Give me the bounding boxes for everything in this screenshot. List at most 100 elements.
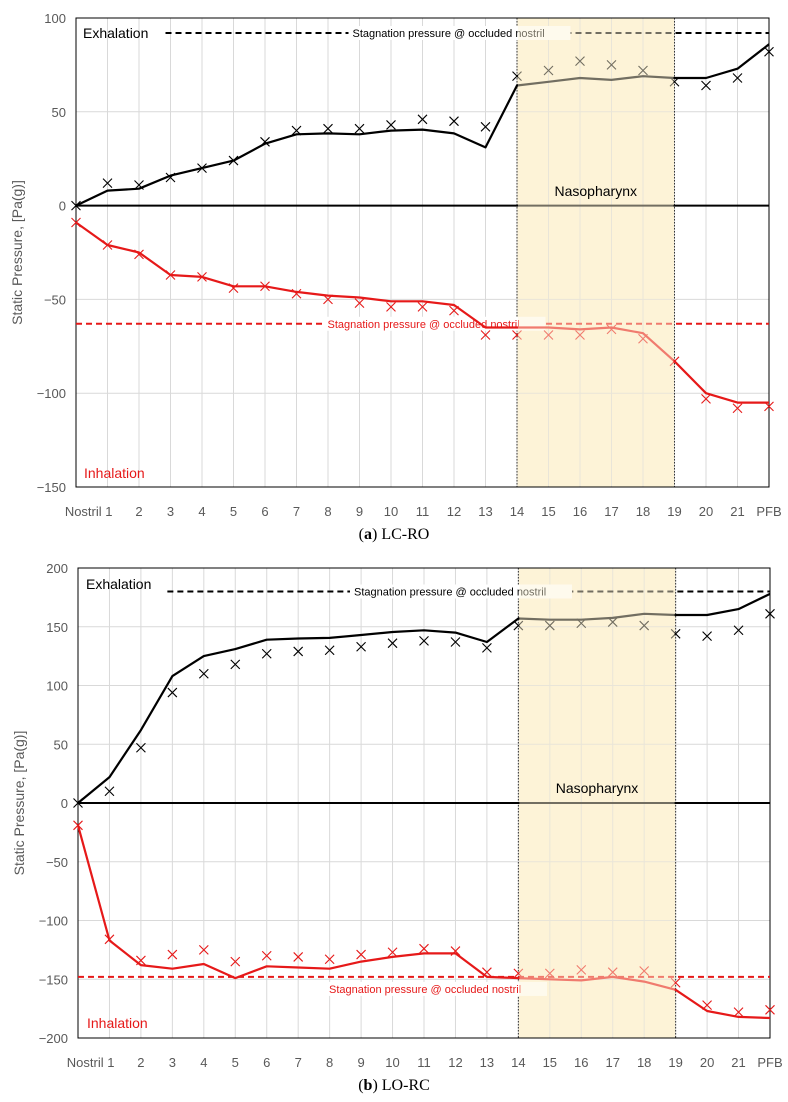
x-tick-label: 11	[417, 1055, 431, 1070]
data-point-inhalation	[291, 288, 302, 299]
data-point-inhalation	[165, 270, 176, 280]
data-point-exhalation	[513, 620, 524, 631]
data-point-exhalation	[670, 628, 681, 639]
y-tick-label: 0	[61, 796, 68, 811]
x-tick-label: PFB	[757, 1055, 782, 1070]
data-point-exhalation	[607, 617, 618, 627]
data-point-inhalation	[419, 943, 429, 954]
data-point-inhalation	[134, 249, 144, 260]
y-axis-label: Static Pressure, [Pa(g)]	[9, 180, 25, 325]
data-point-exhalation	[293, 646, 304, 657]
data-point-inhalation	[386, 302, 396, 312]
inhalation-annotation: Inhalation	[84, 465, 145, 481]
x-tick-label: 7	[295, 1055, 302, 1070]
data-point-exhalation	[702, 631, 712, 642]
data-point-inhalation	[198, 944, 209, 955]
x-tick-label: 11	[416, 504, 430, 519]
data-point-inhalation	[764, 401, 774, 412]
data-point-exhalation	[576, 618, 587, 629]
data-point-exhalation	[136, 742, 146, 753]
stagnation-label-inhalation: Stagnation pressure @ occluded nostril	[329, 984, 521, 996]
data-point-inhalation	[701, 393, 711, 404]
x-tick-label: 8	[326, 1055, 333, 1070]
data-point-inhalation	[765, 1004, 775, 1015]
x-tick-label: 13	[480, 1055, 494, 1070]
data-point-exhalation	[449, 116, 459, 127]
x-tick-label: 4	[198, 504, 205, 519]
data-point-inhalation	[260, 281, 270, 292]
data-point-exhalation	[165, 172, 176, 183]
series-line-exhalation	[75, 43, 770, 207]
x-tick-label: 10	[385, 1055, 399, 1070]
data-point-exhalation	[228, 155, 239, 166]
data-point-exhalation	[230, 659, 241, 670]
data-point-exhalation	[197, 163, 207, 173]
panel-caption: (b) LO-RC	[358, 1077, 430, 1094]
data-point-exhalation	[543, 65, 554, 76]
data-point-exhalation	[291, 125, 302, 136]
x-tick-label: 20	[699, 504, 713, 519]
x-tick-label: 18	[636, 504, 650, 519]
x-tick-label: 16	[573, 504, 587, 519]
data-point-inhalation	[417, 302, 428, 312]
x-tick-label: 15	[541, 504, 555, 519]
y-tick-label: 0	[59, 199, 66, 214]
data-point-inhalation	[606, 324, 617, 335]
data-point-inhalation	[136, 955, 146, 966]
x-tick-label: 6	[261, 504, 268, 519]
data-point-exhalation	[167, 687, 178, 698]
x-tick-label: 2	[135, 504, 142, 519]
data-point-inhalation	[450, 946, 461, 956]
x-tick-label: 4	[200, 1055, 207, 1070]
nasopharynx-band	[517, 18, 675, 487]
data-point-exhalation	[261, 648, 272, 659]
inhalation-annotation: Inhalation	[87, 1015, 148, 1031]
data-point-exhalation	[732, 73, 743, 83]
data-point-inhalation	[197, 271, 207, 282]
data-point-inhalation	[293, 952, 304, 962]
y-tick-label: −50	[44, 292, 66, 307]
x-tick-label: 7	[293, 504, 300, 519]
stagnation-label-inhalation: Stagnation pressure @ occluded nostril	[328, 319, 520, 331]
data-point-inhalation	[669, 356, 680, 367]
chart-a: Stagnation pressure @ occluded nostril St…	[9, 11, 782, 543]
x-tick-label: 9	[356, 504, 363, 519]
data-point-exhalation	[512, 71, 522, 82]
data-point-exhalation	[606, 60, 617, 70]
data-point-inhalation	[732, 403, 743, 414]
data-point-exhalation	[356, 641, 366, 652]
caption-text: LC-RO	[381, 526, 429, 543]
x-tick-label: 5	[232, 1055, 239, 1070]
x-tick-label: Nostril 1	[65, 504, 113, 519]
data-point-inhalation	[575, 330, 585, 340]
data-point-exhalation	[323, 123, 333, 134]
data-point-exhalation	[386, 120, 396, 130]
x-tick-label: Nostril 1	[67, 1055, 115, 1070]
data-point-exhalation	[419, 635, 429, 646]
x-tick-label: 10	[384, 504, 398, 519]
data-point-exhalation	[73, 798, 83, 808]
x-tick-label: 14	[510, 504, 524, 519]
data-point-exhalation	[639, 620, 650, 631]
x-tick-label: 2	[137, 1055, 144, 1070]
data-point-inhalation	[167, 949, 178, 960]
x-tick-label: 9	[357, 1055, 364, 1070]
y-tick-label: 100	[46, 679, 68, 694]
data-point-exhalation	[198, 668, 209, 679]
data-point-exhalation	[764, 46, 774, 57]
x-tick-label: 17	[605, 1055, 619, 1070]
x-tick-label: 21	[730, 504, 744, 519]
x-tick-label: 3	[167, 504, 174, 519]
data-point-exhalation	[102, 178, 113, 188]
data-point-inhalation	[73, 820, 83, 831]
x-tick-label: 5	[230, 504, 237, 519]
data-point-inhalation	[324, 954, 335, 965]
data-point-inhalation	[387, 947, 398, 958]
x-tick-label: 12	[448, 1055, 462, 1070]
data-point-exhalation	[480, 121, 491, 132]
data-point-exhalation	[701, 80, 711, 91]
data-point-exhalation	[134, 180, 144, 190]
y-tick-label: 50	[54, 737, 68, 752]
data-point-exhalation	[324, 645, 335, 656]
data-point-inhalation	[356, 949, 366, 960]
